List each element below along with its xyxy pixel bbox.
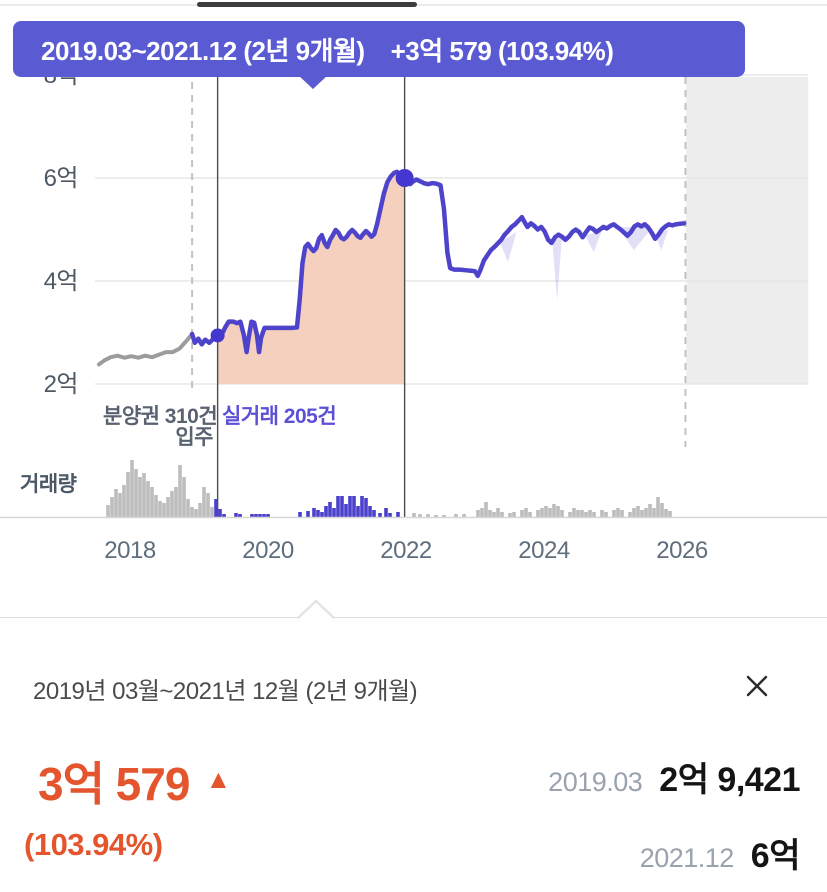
svg-text:2020: 2020 [242,537,294,562]
panel-divider [0,617,827,618]
change-amount: 3억 579 ▲ [38,748,231,814]
svg-text:분양권 310건: 분양권 310건 [103,405,217,428]
svg-text:실거래 205건: 실거래 205건 [222,405,336,428]
svg-text:4억: 4억 [44,268,78,295]
sheet-drag-handle[interactable] [197,2,417,7]
tooltip-pointer [298,75,328,89]
change-percent: (103.94%) [24,827,163,862]
end-date: 2021.12 [639,843,735,873]
svg-text:2억: 2억 [44,371,78,398]
svg-text:6억: 6억 [44,165,78,192]
end-price: 6억 [750,837,801,875]
start-price: 2억 9,421 [659,761,800,799]
svg-text:입주: 입주 [175,426,213,449]
price-row-start: 2019.03 2억 9,421 [548,752,800,801]
tooltip-range-text: 2019.03~2021.12 (2년 9개월) [41,35,365,66]
start-date: 2019.03 [548,767,643,797]
tooltip-change-text: +3억 579 (103.94%) [390,35,614,66]
close-button[interactable] [740,670,774,704]
svg-text:2018: 2018 [104,537,156,562]
svg-text:2022: 2022 [380,537,432,562]
price-row-end: 2021.12 6억 [639,828,801,877]
change-amount-text: 3억 579 [38,758,190,810]
panel-title: 2019년 03월~2021년 12월 (2년 9개월) [33,678,418,705]
up-triangle-icon: ▲ [205,763,231,794]
svg-text:거래량: 거래량 [20,473,77,496]
range-tooltip: 2019.03~2021.12 (2년 9개월) +3억 579 (103.94… [13,21,745,89]
price-rows: 2019.03 2억 9,421 2021.12 6억 [548,752,800,877]
svg-text:2026: 2026 [656,537,708,562]
close-icon [746,675,768,696]
svg-text:2024: 2024 [518,537,570,562]
collapse-chevron-icon[interactable] [296,599,336,619]
